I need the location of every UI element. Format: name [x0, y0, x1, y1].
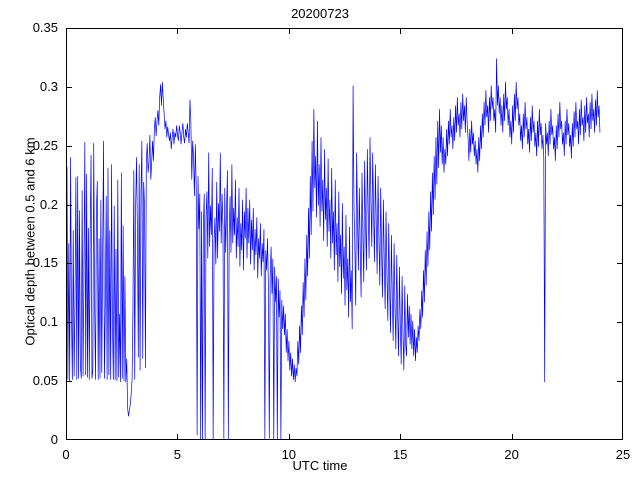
- tick-mark: [66, 205, 72, 206]
- tick-mark: [617, 146, 623, 147]
- y-tick-label: 0.2: [39, 196, 58, 212]
- x-tick-label: 0: [62, 447, 70, 462]
- x-tick-label: 15: [392, 447, 408, 462]
- tick-mark: [66, 87, 72, 88]
- tick-mark: [289, 434, 290, 440]
- y-axis-tick-labels: 0 0.05 0.1 0.15 0.2 0.25 0.3 0.35: [0, 0, 58, 480]
- y-tick-label: 0.05: [32, 373, 58, 389]
- tick-mark: [177, 28, 178, 34]
- tick-mark: [512, 434, 513, 440]
- y-tick-label: 0: [50, 432, 58, 447]
- tick-mark: [66, 322, 72, 323]
- y-tick-label: 0.3: [39, 78, 58, 94]
- x-axis-label: UTC time: [292, 458, 348, 473]
- tick-mark: [617, 87, 623, 88]
- tick-mark: [66, 146, 72, 147]
- tick-mark: [66, 263, 72, 264]
- x-tick-label: 5: [173, 447, 181, 462]
- tick-mark: [289, 28, 290, 34]
- tick-mark: [512, 28, 513, 34]
- tick-mark: [617, 322, 623, 323]
- y-tick-label: 0.35: [32, 20, 58, 35]
- x-tick-label: 25: [615, 447, 631, 462]
- series-line-optical-depth: [67, 58, 601, 439]
- tick-mark: [177, 434, 178, 440]
- tick-mark: [400, 28, 401, 34]
- x-tick-label: 20: [504, 447, 519, 462]
- plot-area: [66, 28, 623, 440]
- data-series-plot: [67, 58, 601, 439]
- tick-mark: [617, 263, 623, 264]
- tick-mark: [66, 381, 72, 382]
- tick-mark: [400, 434, 401, 440]
- chart-title: 20200723: [291, 6, 349, 21]
- y-axis-label: Optical depth between 0.5 and 6 km: [22, 137, 38, 346]
- y-tick-label: 0.25: [32, 137, 58, 153]
- y-tick-label: 0.1: [39, 314, 58, 330]
- tick-mark: [617, 381, 623, 382]
- y-tick-label: 0.15: [32, 255, 58, 271]
- tick-mark: [617, 205, 623, 206]
- x-tick-label: 10: [281, 447, 297, 462]
